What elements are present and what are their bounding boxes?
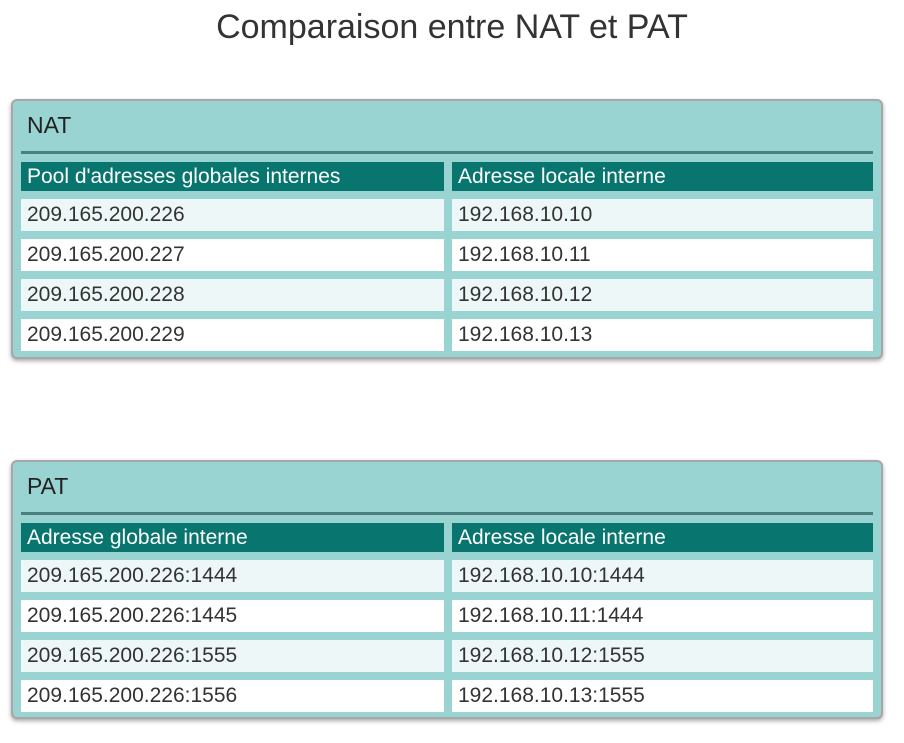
pat-header-col2: Adresse locale interne bbox=[452, 523, 873, 552]
pat-table-row: 209.165.200.226:1556 192.168.10.13:1555 bbox=[21, 680, 873, 712]
nat-table: Pool d'adresses globales internes Adress… bbox=[21, 162, 873, 359]
nat-table-row: 209.165.200.226 192.168.10.10 bbox=[21, 199, 873, 231]
nat-table-row: 209.165.200.228 192.168.10.12 bbox=[21, 279, 873, 311]
pat-header-col1: Adresse globale interne bbox=[21, 523, 444, 552]
nat-global-address: 209.165.200.227 bbox=[21, 239, 444, 271]
nat-global-address: 209.165.200.226 bbox=[21, 199, 444, 231]
nat-table-header: Pool d'adresses globales internes Adress… bbox=[21, 162, 873, 191]
nat-global-address: 209.165.200.228 bbox=[21, 279, 444, 311]
nat-local-address: 192.168.10.11 bbox=[452, 239, 873, 271]
pat-local-address: 192.168.10.13:1555 bbox=[452, 680, 873, 712]
pat-panel-title: PAT bbox=[27, 473, 69, 499]
pat-table-row: 209.165.200.226:1445 192.168.10.11:1444 bbox=[21, 600, 873, 632]
pat-global-address: 209.165.200.226:1444 bbox=[21, 560, 444, 592]
page-title: Comparaison entre NAT et PAT bbox=[216, 8, 688, 46]
nat-global-address: 209.165.200.229 bbox=[21, 319, 444, 351]
nat-header-col2: Adresse locale interne bbox=[452, 162, 873, 191]
pat-table: Adresse globale interne Adresse locale i… bbox=[21, 523, 873, 720]
pat-local-address: 192.168.10.11:1444 bbox=[452, 600, 873, 632]
nat-panel: NAT Pool d'adresses globales internes Ad… bbox=[11, 99, 883, 359]
nat-panel-title: NAT bbox=[27, 112, 72, 138]
pat-local-address: 192.168.10.10:1444 bbox=[452, 560, 873, 592]
nat-local-address: 192.168.10.12 bbox=[452, 279, 873, 311]
nat-local-address: 192.168.10.10 bbox=[452, 199, 873, 231]
pat-local-address: 192.168.10.12:1555 bbox=[452, 640, 873, 672]
pat-divider bbox=[21, 512, 873, 515]
nat-divider bbox=[21, 151, 873, 154]
nat-local-address: 192.168.10.13 bbox=[452, 319, 873, 351]
pat-table-header: Adresse globale interne Adresse locale i… bbox=[21, 523, 873, 552]
pat-panel: PAT Adresse globale interne Adresse loca… bbox=[11, 460, 883, 719]
pat-global-address: 209.165.200.226:1556 bbox=[21, 680, 444, 712]
pat-table-row: 209.165.200.226:1555 192.168.10.12:1555 bbox=[21, 640, 873, 672]
pat-table-row: 209.165.200.226:1444 192.168.10.10:1444 bbox=[21, 560, 873, 592]
pat-global-address: 209.165.200.226:1445 bbox=[21, 600, 444, 632]
nat-table-row: 209.165.200.227 192.168.10.11 bbox=[21, 239, 873, 271]
nat-table-row: 209.165.200.229 192.168.10.13 bbox=[21, 319, 873, 351]
pat-global-address: 209.165.200.226:1555 bbox=[21, 640, 444, 672]
nat-header-col1: Pool d'adresses globales internes bbox=[21, 162, 444, 191]
